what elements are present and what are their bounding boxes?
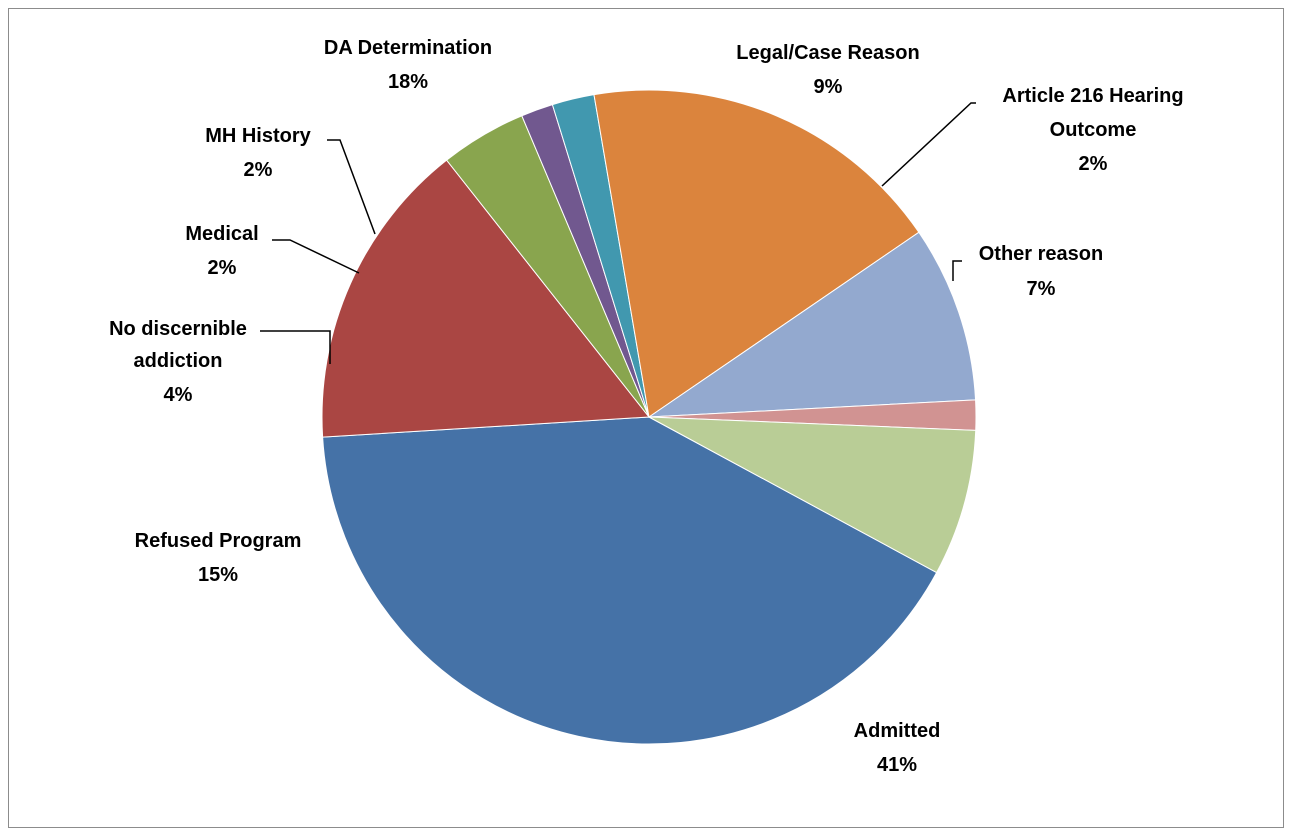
data-label: Admitted 41% xyxy=(854,720,941,776)
data-label: Other reason 7% xyxy=(979,243,1103,300)
data-label-category: MH History xyxy=(205,125,311,147)
leader-line xyxy=(952,260,962,281)
data-label-category: Outcome xyxy=(1050,119,1137,141)
leader-line xyxy=(272,239,360,274)
data-label-category: addiction xyxy=(134,350,223,372)
data-label-category: No discernible xyxy=(109,318,247,340)
data-label-category: Legal/Case Reason xyxy=(736,42,919,64)
leader-line xyxy=(260,330,331,364)
pie-slice-legal-case-reason xyxy=(647,231,977,418)
data-label-category: Other reason xyxy=(979,243,1103,265)
pie-slices xyxy=(321,89,977,745)
data-label-category: DA Determination xyxy=(324,37,492,59)
data-label-percent: 18% xyxy=(388,71,428,93)
pie-slice-other-reason xyxy=(648,416,977,574)
data-label-percent: 2% xyxy=(208,257,237,279)
data-label-percent: 7% xyxy=(1027,278,1056,300)
leader-lines xyxy=(260,102,976,364)
data-label: MH History 2% xyxy=(205,125,311,181)
data-label-category: Medical xyxy=(185,223,258,245)
data-label-percent: 2% xyxy=(244,159,273,181)
pie-slice-admitted xyxy=(322,416,938,745)
data-label-percent: 9% xyxy=(814,76,843,98)
data-label: DA Determination 18% xyxy=(324,37,492,93)
data-label-percent: 4% xyxy=(164,384,193,406)
data-label-percent: 15% xyxy=(198,564,238,586)
data-label-category: Admitted xyxy=(854,720,941,742)
data-label: Legal/Case Reason 9% xyxy=(736,42,919,98)
data-label-percent: 2% xyxy=(1079,153,1108,175)
pie-slice-da-determination xyxy=(593,89,920,418)
data-label: Medical 2% xyxy=(185,223,258,279)
data-label-category: Article 216 Hearing xyxy=(1002,85,1183,107)
data-label: Refused Program 15% xyxy=(135,530,302,586)
data-labels: Admitted 41% Refused Program 15% No discerni… xyxy=(109,37,1184,776)
leader-line xyxy=(327,139,376,235)
data-label: No discernible addiction 4% xyxy=(109,318,247,406)
data-label-percent: 41% xyxy=(877,754,917,776)
data-label-category: Refused Program xyxy=(135,530,302,552)
leader-line xyxy=(881,102,976,187)
data-label: Article 216 Hearing Outcome 2% xyxy=(1002,85,1183,175)
pie-slice-refused-program xyxy=(321,159,650,438)
